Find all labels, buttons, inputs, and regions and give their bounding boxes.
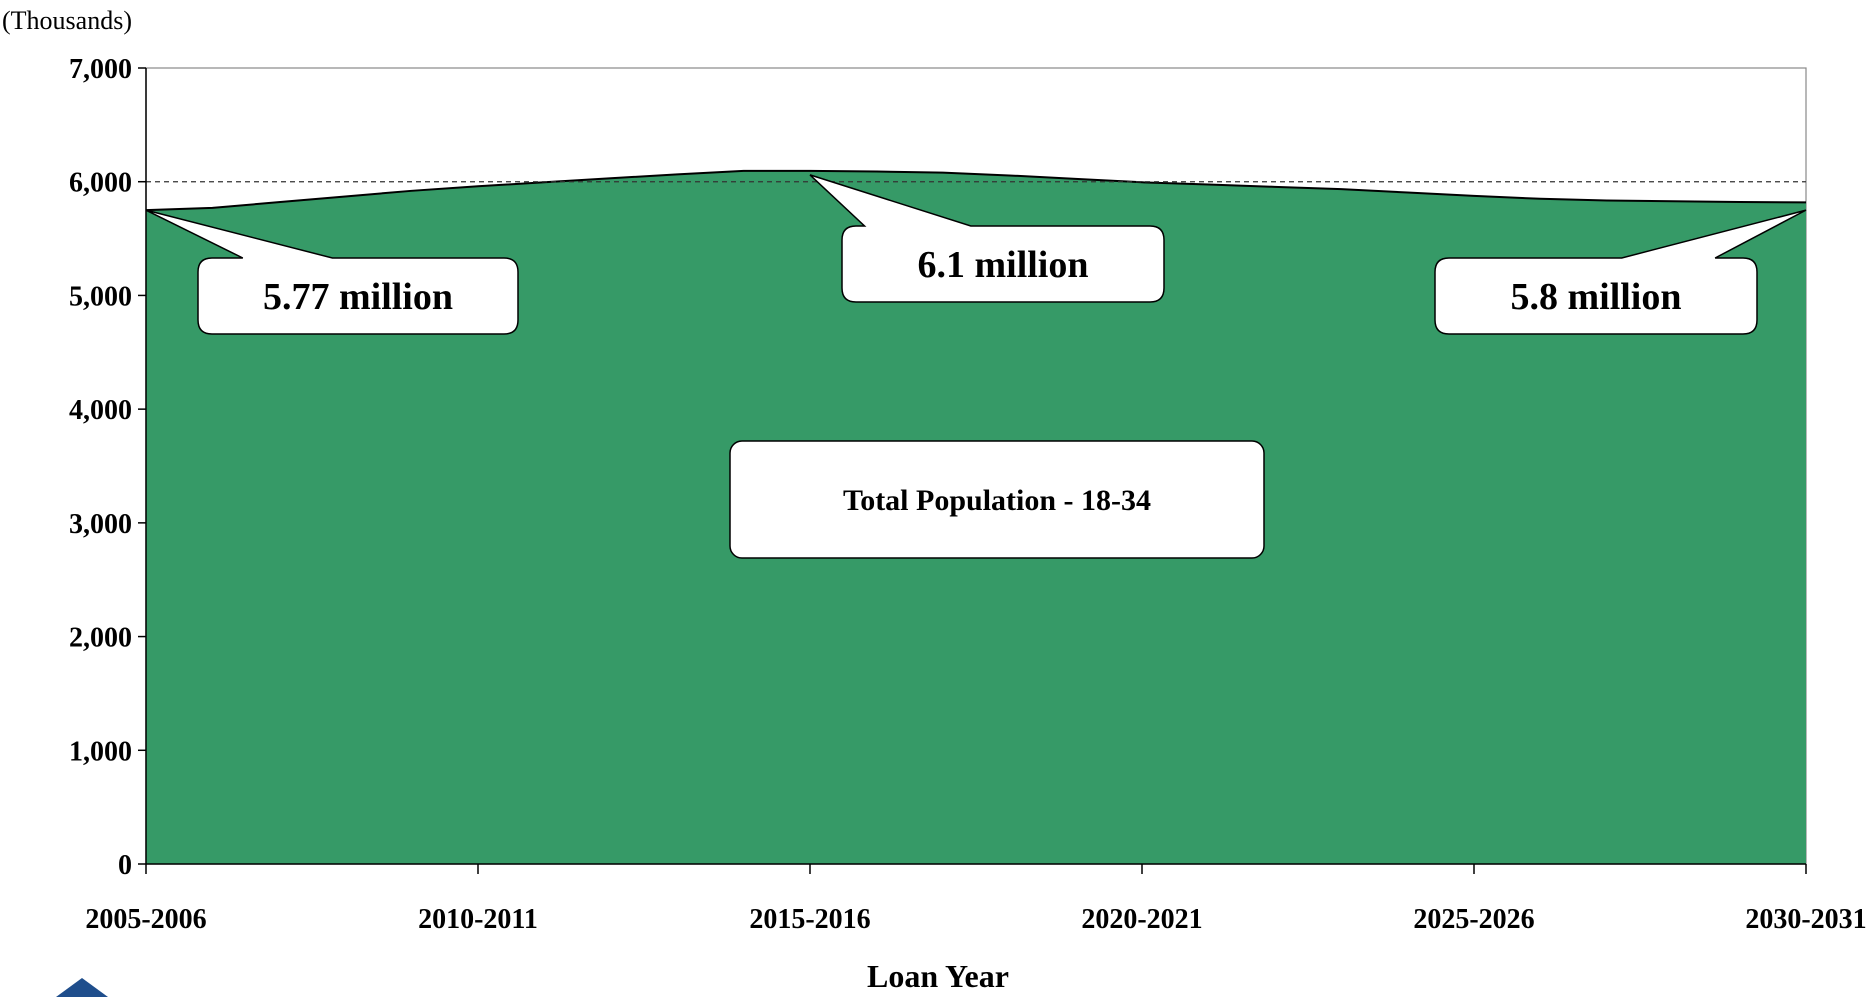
y-tick-label: 6,000: [69, 168, 132, 199]
area-outline: [145, 169, 1807, 212]
callout-bubble: [145, 209, 519, 335]
y-tick-label: 5,000: [69, 281, 132, 312]
logo-icon: [56, 978, 108, 997]
x-tick-label: 2030-2031: [1745, 904, 1866, 935]
callout-bubble: [1434, 209, 1807, 335]
callout-layer: 5.77 million 6.1 million 5.8 million: [145, 174, 1807, 335]
y-tick-label: 7,000: [69, 54, 132, 85]
callout-label: 5.77 million: [263, 276, 453, 318]
x-tick-label: 2020-2021: [1081, 904, 1202, 935]
x-tick-label: 2025-2026: [1413, 904, 1534, 935]
y-tick-label: 4,000: [69, 395, 132, 426]
x-tick-label: 2015-2016: [749, 904, 870, 935]
callout-label: 6.1 million: [917, 244, 1088, 286]
y-tick-label: 2,000: [69, 623, 132, 654]
x-axis-title: Loan Year: [867, 958, 1009, 994]
axis-layer: 0 1,000 2,000 3,000 4,000 5,000 6,000 7,000 2005…: [69, 54, 1867, 935]
series-label: Total Population - 18-34: [843, 484, 1151, 517]
x-tick-label: 2010-2011: [418, 904, 538, 935]
callout-bubble: [809, 174, 1165, 303]
series-label-layer: Total Population - 18-34: [729, 440, 1265, 559]
y-tick-label: 3,000: [69, 509, 132, 540]
units-label: (Thousands): [2, 6, 132, 35]
y-tick-label: 0: [118, 850, 132, 881]
y-tick-label: 1,000: [69, 736, 132, 767]
callout-label: 5.8 million: [1510, 276, 1681, 318]
series-label-box: [729, 440, 1265, 559]
x-tick-label: 2005-2006: [85, 904, 206, 935]
